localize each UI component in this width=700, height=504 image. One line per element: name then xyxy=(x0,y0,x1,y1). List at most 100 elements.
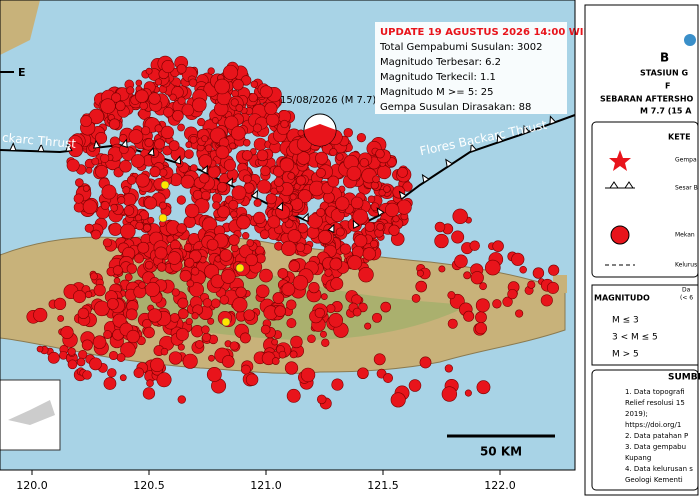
fault-tooth xyxy=(250,189,259,200)
aftershock xyxy=(224,115,239,130)
aftershock xyxy=(241,150,253,161)
aftershock xyxy=(297,223,308,234)
aftershock xyxy=(358,266,374,283)
panel-text: 1. Data topografi xyxy=(625,388,685,396)
aftershock xyxy=(286,299,297,310)
aftershock xyxy=(146,379,154,388)
aftershock xyxy=(171,288,180,297)
aftershock xyxy=(137,241,150,254)
aftershock xyxy=(201,325,210,334)
aftershock xyxy=(176,195,186,205)
aftershock xyxy=(288,260,301,272)
aftershock xyxy=(211,117,219,124)
aftershock xyxy=(53,297,67,311)
aftershock xyxy=(116,353,126,362)
fault-tooth xyxy=(352,219,360,229)
fault-tooth xyxy=(470,142,478,153)
aftershock xyxy=(245,373,259,386)
aftershock xyxy=(314,307,325,319)
aftershock xyxy=(452,208,468,225)
aftershock xyxy=(177,343,185,351)
mainshock-label: 15/08/2026 (M 7.7) xyxy=(280,95,376,106)
aftershock xyxy=(328,313,344,328)
aftershock xyxy=(441,386,458,402)
aftershock xyxy=(289,193,297,201)
aftershock xyxy=(172,110,184,122)
aftershock xyxy=(326,304,336,314)
aftershock xyxy=(80,115,92,128)
update: UPDATE 19 AGUSTUS 2026 14:00 WIB xyxy=(380,27,591,38)
aftershock xyxy=(206,367,222,382)
aftershock xyxy=(454,254,468,269)
aftershock xyxy=(295,242,306,253)
aftershock xyxy=(236,215,251,230)
fault-tooth xyxy=(445,158,454,168)
aftershock xyxy=(204,144,213,153)
aftershock xyxy=(335,196,350,211)
aftershock xyxy=(242,232,250,240)
aftershock xyxy=(221,355,235,368)
aftershock xyxy=(515,309,524,318)
fault-tooth xyxy=(200,164,208,175)
panel-text: M 7.7 (15 A xyxy=(640,107,692,116)
aftershock xyxy=(127,175,137,185)
fault-tooth xyxy=(65,142,73,152)
aftershock xyxy=(260,324,271,335)
aftershock xyxy=(228,234,240,246)
inset-land xyxy=(8,400,55,425)
aftershock xyxy=(95,165,109,179)
aftershock xyxy=(175,328,189,341)
aftershock xyxy=(287,229,302,243)
aftershock xyxy=(231,125,246,141)
aftershock xyxy=(135,173,150,188)
aftershock xyxy=(217,205,230,219)
aftershock xyxy=(235,286,247,298)
aftershock xyxy=(219,295,230,305)
aftershock xyxy=(177,297,189,309)
aftershock xyxy=(308,281,320,294)
fault-tooth xyxy=(174,155,182,165)
focal-fill xyxy=(304,124,336,146)
fault-tooth xyxy=(120,138,128,148)
aftershock xyxy=(369,239,379,248)
panel-text: M ≤ 3 xyxy=(612,316,639,326)
aftershock xyxy=(179,269,192,282)
aftershock xyxy=(148,92,161,105)
aftershock xyxy=(93,284,106,297)
fault-tooth xyxy=(421,173,430,184)
aftershock xyxy=(474,322,488,335)
aftershock xyxy=(122,186,131,195)
aftershock xyxy=(364,221,376,232)
aftershock xyxy=(229,341,239,351)
aftershock xyxy=(191,324,204,338)
aftershock xyxy=(231,89,239,98)
aftershock xyxy=(469,240,480,251)
panel-text: M > 5 xyxy=(612,350,639,360)
aftershock xyxy=(110,203,119,212)
aftershock xyxy=(141,126,151,136)
aftershock xyxy=(215,145,230,160)
aftershock xyxy=(134,253,144,264)
aftershock xyxy=(82,199,98,215)
aftershock xyxy=(315,151,329,165)
aftershock xyxy=(316,208,326,217)
aftershock xyxy=(280,119,289,129)
panel-text: 3 < M ≤ 5 xyxy=(612,333,658,343)
aftershock xyxy=(281,282,296,297)
aftershock xyxy=(357,367,369,380)
aftershock xyxy=(324,268,333,277)
legend-box xyxy=(591,121,699,278)
aftershock xyxy=(502,296,513,307)
aftershock xyxy=(177,308,189,320)
aftershock xyxy=(257,179,272,194)
aftershock xyxy=(103,330,113,339)
aftershock xyxy=(223,159,236,172)
aftershock xyxy=(119,374,127,382)
aftershock xyxy=(346,166,362,181)
aftershock xyxy=(292,274,309,291)
aftershock xyxy=(67,359,78,370)
aftershock-small xyxy=(158,213,168,223)
aftershock xyxy=(485,259,501,276)
aftershock xyxy=(144,281,160,297)
aftershock xyxy=(527,280,536,289)
